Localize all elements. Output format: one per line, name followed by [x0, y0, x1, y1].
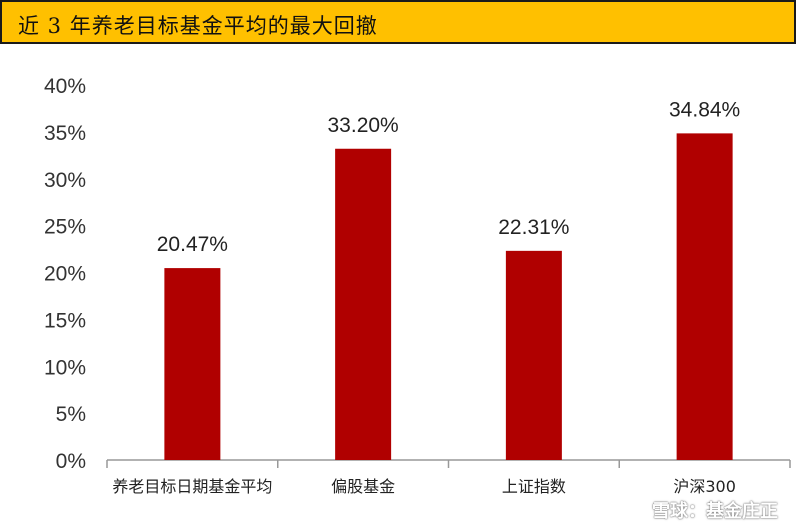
category-label: 养老目标日期基金平均 — [112, 477, 272, 496]
y-tick-label: 40% — [44, 75, 86, 98]
category-label: 上证指数 — [502, 477, 566, 496]
y-tick-label: 25% — [44, 216, 86, 239]
category-label: 沪深300 — [673, 477, 736, 496]
chart-title: 近 3 年养老目标基金平均的最大回撤 — [18, 14, 378, 38]
y-tick-label: 15% — [44, 309, 86, 332]
y-tick-label: 10% — [44, 356, 86, 379]
y-tick-label: 0% — [56, 450, 86, 473]
bar — [164, 268, 221, 460]
snowball-logo-icon — [622, 498, 646, 523]
bar-value-label: 33.20% — [328, 114, 399, 137]
watermark: 雪球：基金庄正 — [622, 497, 778, 523]
y-tick-label: 20% — [44, 263, 86, 286]
y-tick-label: 30% — [44, 169, 86, 192]
y-tick-label: 5% — [56, 403, 86, 426]
y-tick-label: 35% — [44, 122, 86, 145]
bar — [676, 133, 733, 460]
watermark-text: 雪球：基金庄正 — [652, 501, 778, 522]
title-bar: 近 3 年养老目标基金平均的最大回撤 — [0, 0, 796, 44]
bar-value-label: 22.31% — [498, 216, 569, 239]
bar-value-label: 20.47% — [157, 233, 228, 256]
bar — [335, 148, 392, 460]
category-label: 偏股基金 — [331, 477, 395, 496]
bar-value-label: 34.84% — [669, 98, 740, 121]
bar — [505, 250, 562, 460]
